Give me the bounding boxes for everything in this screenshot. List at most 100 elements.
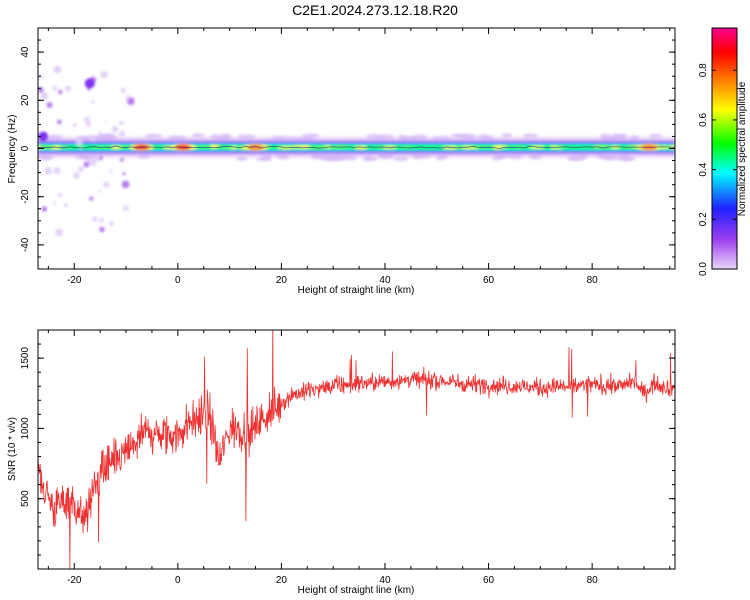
peak bbox=[175, 144, 192, 150]
noise-speck bbox=[53, 167, 61, 175]
noise-speck bbox=[103, 181, 110, 188]
snr-panel: -20 0 20 40 60 80 500 1000 1500 Height of straig… bbox=[7, 329, 676, 596]
spectrogram-xtick-label: -20 bbox=[67, 275, 82, 286]
colorbar-gradient bbox=[711, 27, 738, 270]
noise-speck bbox=[94, 156, 100, 163]
sidelobe bbox=[529, 155, 542, 160]
noise-speck bbox=[89, 196, 94, 201]
noise-speck bbox=[55, 67, 60, 71]
peak bbox=[84, 78, 95, 89]
spectrogram-ytick-label: -40 bbox=[20, 237, 31, 252]
sidelobe bbox=[302, 133, 320, 138]
noise-speck bbox=[73, 172, 80, 179]
spectrogram-ytick-label: 40 bbox=[20, 46, 31, 58]
noise-speck bbox=[104, 120, 107, 123]
snr-xtick-label: 0 bbox=[175, 575, 181, 586]
band-blob bbox=[400, 145, 415, 150]
spectrogram-ytick-label: 20 bbox=[20, 94, 31, 106]
sidelobe bbox=[363, 155, 374, 160]
spectrogram-ytick-label: 0 bbox=[20, 145, 31, 151]
sidelobe bbox=[411, 155, 423, 160]
peak bbox=[247, 144, 264, 150]
noise-speck bbox=[78, 166, 84, 172]
sidelobe bbox=[568, 157, 582, 162]
colorbar-tick-label: 0.6 bbox=[698, 113, 709, 127]
snr-xlabel: Height of straight line (km) bbox=[298, 585, 415, 596]
snr-ytick-label: 1500 bbox=[20, 347, 31, 370]
noise-speck bbox=[58, 88, 61, 91]
snr-ylabel: SNR (10 * v/v) bbox=[7, 417, 18, 481]
sidelobe bbox=[321, 157, 339, 162]
sidelobe bbox=[41, 155, 53, 160]
noise-speck bbox=[73, 124, 76, 127]
sidelobe bbox=[401, 135, 418, 140]
spectrogram-ytick-label: -20 bbox=[20, 189, 31, 204]
sidelobe bbox=[501, 133, 512, 138]
snr-xtick-label: 80 bbox=[587, 575, 599, 586]
sidelobe bbox=[236, 156, 248, 161]
noise-speck bbox=[46, 101, 53, 108]
snr-xtick-label: 40 bbox=[379, 575, 391, 586]
spectrogram-heatmap bbox=[38, 65, 675, 237]
noise-speck bbox=[99, 226, 105, 233]
noise-speck bbox=[40, 92, 49, 100]
noise-speck bbox=[87, 135, 92, 140]
spectrogram-ylabel: Frequency (Hz) bbox=[7, 115, 18, 184]
noise-speck bbox=[53, 201, 56, 205]
spectrogram-xtick-label: 60 bbox=[483, 275, 495, 286]
band-blob bbox=[514, 145, 526, 150]
spectrogram-xlabel: Height of straight line (km) bbox=[298, 285, 415, 296]
noise-speck bbox=[119, 157, 124, 162]
band-blob bbox=[199, 144, 212, 149]
noise-speck bbox=[57, 193, 62, 198]
sidelobe bbox=[380, 154, 394, 159]
noise-speck bbox=[122, 172, 126, 176]
snr-xtick-label: -20 bbox=[67, 575, 82, 586]
band-blob bbox=[313, 145, 328, 150]
band-trace bbox=[38, 145, 675, 149]
noise-speck bbox=[52, 86, 58, 91]
band-blob bbox=[610, 145, 621, 150]
noise-speck bbox=[120, 87, 126, 93]
noise-speck bbox=[111, 125, 119, 133]
sidelobe bbox=[75, 155, 94, 160]
sidelobe bbox=[507, 155, 523, 160]
sidelobe bbox=[45, 134, 64, 139]
noise-speck bbox=[90, 136, 96, 142]
noise-speck bbox=[98, 189, 102, 193]
sidelobe bbox=[261, 156, 271, 161]
noise-speck bbox=[119, 120, 124, 126]
sidelobe bbox=[285, 136, 297, 141]
noise-speck bbox=[83, 161, 90, 168]
noise-speck bbox=[92, 216, 98, 222]
noise-speck bbox=[85, 121, 91, 127]
spectrogram-band bbox=[38, 65, 675, 237]
noise-speck bbox=[39, 129, 42, 133]
sidelobe bbox=[310, 154, 325, 159]
colorbar-label: Normalized spectral amplitude bbox=[737, 81, 748, 216]
noise-speck bbox=[55, 228, 63, 237]
noise-speck bbox=[94, 164, 97, 167]
band-blob bbox=[304, 144, 311, 149]
noise-speck bbox=[88, 157, 96, 166]
noise-speck bbox=[64, 204, 68, 207]
noise-speck bbox=[64, 85, 71, 92]
noise-speck bbox=[99, 217, 104, 223]
colorbar-tick-label: 0.2 bbox=[698, 212, 709, 226]
spectrogram-xtick-label: 20 bbox=[276, 275, 288, 286]
noise-speck bbox=[84, 116, 90, 123]
sidelobe bbox=[499, 154, 509, 159]
sidelobe bbox=[649, 133, 663, 138]
sidelobe bbox=[276, 155, 290, 160]
snr-xtick-label: 20 bbox=[276, 575, 288, 586]
sidelobe bbox=[365, 134, 383, 139]
noise-speck bbox=[56, 119, 62, 125]
noise-speck bbox=[119, 130, 126, 137]
spectrogram-panel: -20 0 20 40 60 80 -40 -20 0 20 40 Height of straig… bbox=[7, 27, 676, 296]
sidelobe bbox=[629, 135, 640, 140]
band-blob bbox=[330, 145, 347, 150]
sidelobe bbox=[432, 135, 451, 140]
sidelobe bbox=[103, 133, 115, 138]
noise-speck bbox=[108, 221, 114, 227]
